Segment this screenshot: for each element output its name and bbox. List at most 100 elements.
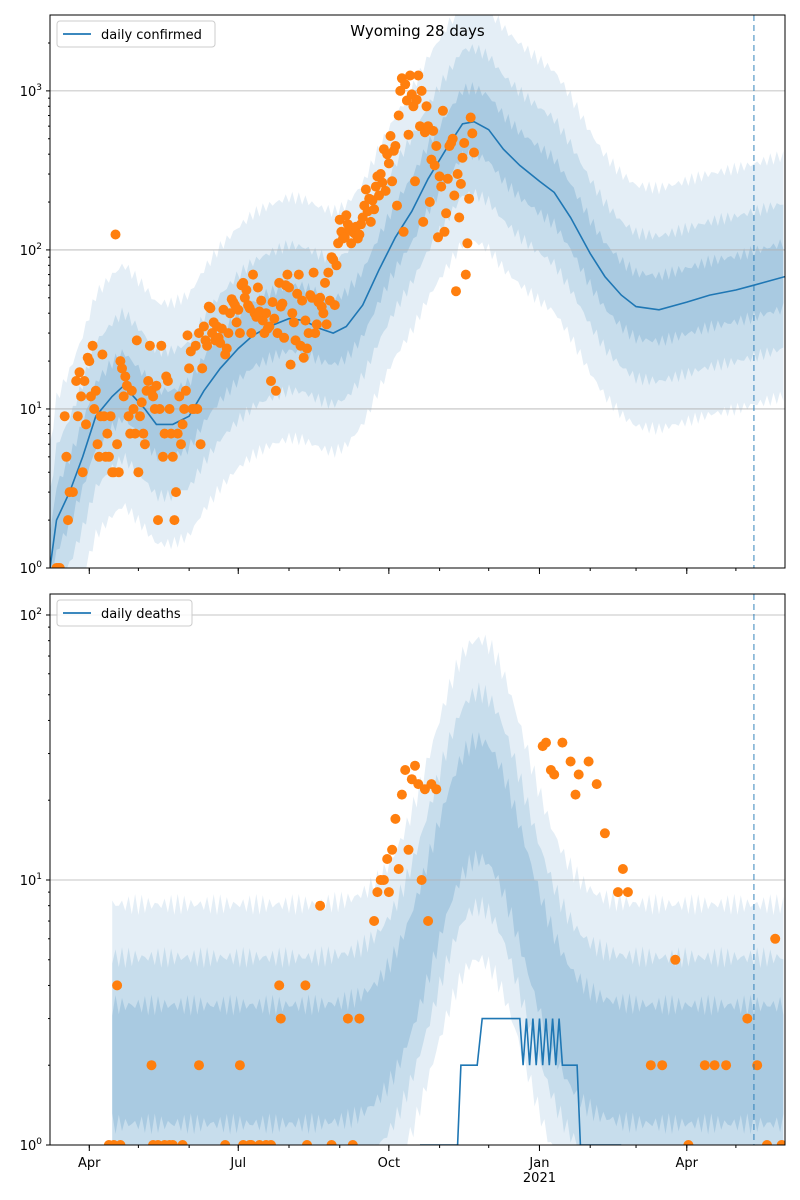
data-point	[591, 779, 602, 790]
data-point	[54, 563, 65, 568]
data-point	[287, 308, 298, 319]
data-point	[153, 515, 163, 526]
data-point	[113, 467, 124, 478]
uncertainty-band	[112, 732, 784, 1135]
data-point	[197, 363, 208, 374]
legend-box	[56, 599, 193, 627]
data-point	[225, 308, 236, 319]
data-point	[449, 190, 460, 201]
data-point	[220, 1140, 231, 1145]
data-point	[171, 487, 181, 498]
data-point	[331, 260, 342, 271]
data-point	[617, 864, 628, 874]
data-point	[146, 1060, 157, 1071]
data-point	[416, 875, 427, 885]
data-point	[167, 1140, 178, 1145]
data-point	[442, 173, 453, 184]
data-point	[308, 267, 319, 278]
data-point	[372, 887, 383, 898]
data-point	[151, 380, 162, 391]
data-point	[139, 439, 150, 450]
data-point	[385, 131, 396, 141]
data-point	[118, 391, 129, 402]
data-point	[752, 1060, 763, 1071]
data-point	[288, 317, 299, 328]
y-tick-base: 10	[20, 562, 37, 577]
data-point	[451, 286, 461, 297]
data-point	[599, 828, 610, 839]
data-point	[390, 813, 401, 824]
data-point	[570, 789, 581, 800]
data-point	[176, 439, 186, 450]
data-point	[120, 371, 131, 382]
y-tick-base: 10	[20, 244, 37, 259]
chart-title: Wyoming 28 days	[350, 22, 485, 40]
y-tick-label: 102	[20, 242, 42, 259]
y-tick-base: 10	[20, 1139, 37, 1154]
data-point	[424, 197, 435, 207]
series-line	[420, 1017, 622, 1145]
data-point	[413, 70, 424, 81]
data-point	[282, 269, 293, 280]
data-point	[74, 367, 85, 378]
data-point	[92, 439, 103, 450]
data-point	[130, 428, 141, 439]
data-point	[369, 204, 380, 215]
data-point	[321, 319, 332, 330]
data-point	[311, 319, 322, 330]
data-point	[400, 79, 411, 90]
data-point	[549, 769, 560, 780]
data-point	[429, 160, 440, 171]
data-point	[436, 181, 447, 192]
data-point	[460, 269, 471, 280]
data-point	[77, 467, 88, 478]
data-point	[143, 376, 154, 386]
data-point	[266, 376, 276, 386]
data-point	[87, 340, 98, 351]
data-point	[342, 1013, 353, 1024]
data-point	[274, 980, 285, 991]
data-point	[169, 515, 180, 526]
data-point	[573, 769, 584, 780]
data-point	[246, 328, 257, 339]
data-point	[177, 1140, 188, 1145]
data-point	[565, 756, 576, 767]
x-tick-label: Jul	[229, 1156, 246, 1171]
data-point	[441, 208, 452, 219]
data-point	[310, 328, 321, 339]
data-point	[457, 152, 468, 163]
data-point	[117, 363, 127, 374]
data-point	[79, 376, 90, 386]
data-point	[233, 304, 244, 315]
data-point	[428, 125, 439, 136]
data-point	[447, 133, 458, 144]
data-point	[377, 177, 388, 188]
data-point	[323, 267, 334, 278]
data-point	[302, 1140, 312, 1145]
data-point	[67, 487, 78, 498]
data-point	[776, 1140, 785, 1145]
data-point	[469, 147, 479, 158]
data-point	[416, 85, 427, 96]
data-point	[387, 844, 398, 855]
data-point	[241, 285, 252, 295]
data-point	[112, 980, 123, 991]
data-point	[431, 141, 442, 151]
plot-area	[50, 15, 785, 568]
data-point	[315, 900, 326, 911]
data-point	[61, 451, 72, 462]
axes-frame	[49, 14, 786, 569]
data-point	[354, 229, 365, 240]
data-point	[154, 404, 165, 414]
y-tick-exponent: 2	[36, 607, 42, 617]
data-point	[387, 176, 398, 187]
y-tick-label: 101	[20, 401, 42, 418]
plot-area	[50, 614, 785, 1145]
data-point	[103, 451, 114, 462]
data-point	[205, 303, 216, 314]
y-tick-exponent: 0	[36, 560, 42, 570]
data-point	[215, 338, 226, 348]
data-point	[234, 328, 245, 339]
data-point	[234, 1060, 245, 1071]
